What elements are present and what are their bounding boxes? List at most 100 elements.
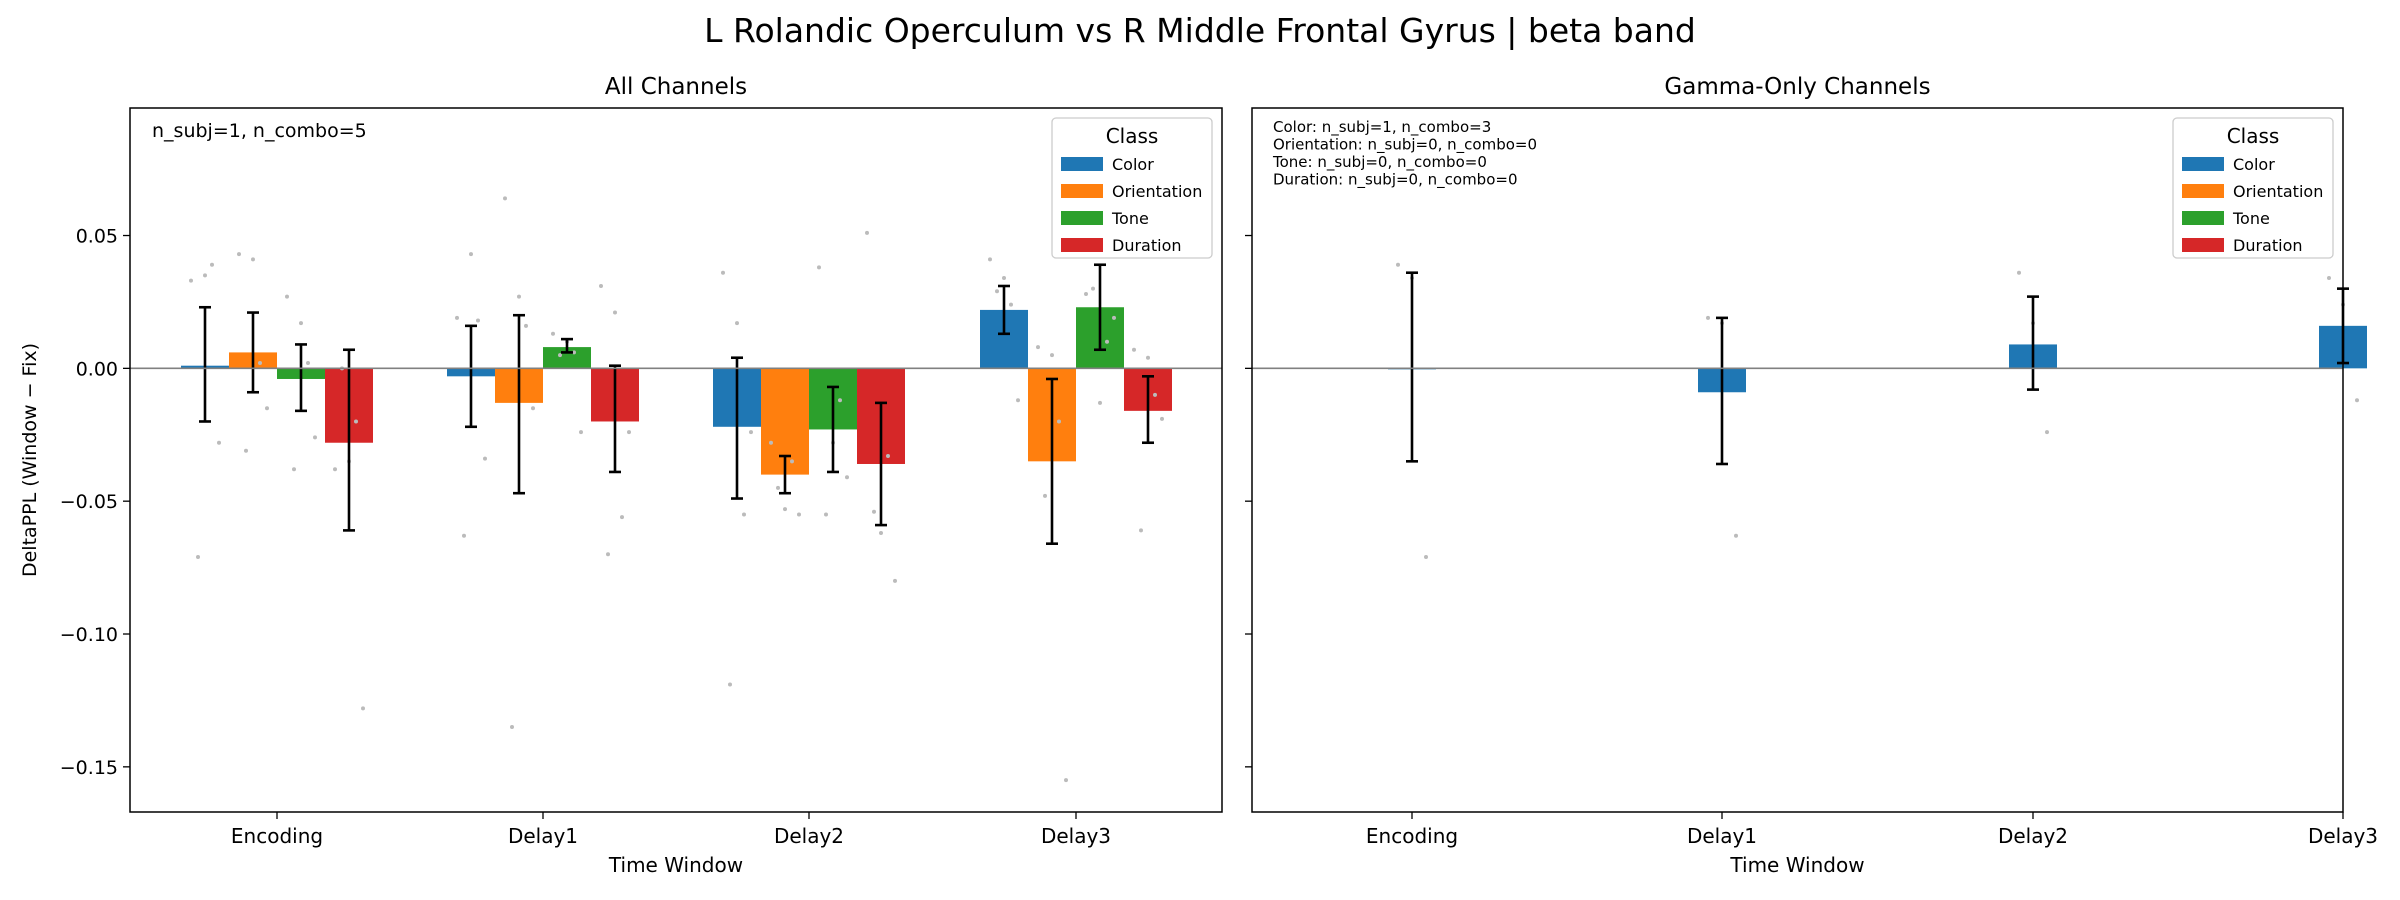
y-tick-label: −0.10: [60, 624, 118, 646]
data-point: [1424, 554, 1428, 559]
legend-swatch-color: [2182, 157, 2224, 171]
legend-label-orientation: Orientation: [1112, 182, 1202, 201]
panel-title: All Channels: [605, 74, 747, 100]
data-point: [469, 252, 473, 257]
data-point: [769, 440, 773, 445]
data-point: [299, 321, 303, 326]
legend-label-duration: Duration: [1112, 236, 1182, 255]
legend-label-color: Color: [1112, 155, 1154, 174]
legend-swatch-orientation: [2182, 184, 2224, 198]
data-point: [2327, 276, 2331, 281]
x-axis-label: Time Window: [1729, 853, 1864, 877]
data-point: [333, 467, 337, 472]
y-tick-label: 0.05: [76, 226, 118, 248]
data-point: [1002, 276, 1006, 281]
data-point: [728, 682, 732, 687]
chart-panel-1: All Channels 0.05 0.00 −0.05 −0.10 −0.15 Delta…: [19, 74, 1223, 877]
data-point: [1396, 262, 1400, 267]
data-point: [742, 512, 746, 517]
data-point: [1706, 315, 1710, 320]
data-point: [237, 252, 241, 257]
data-point: [517, 294, 521, 299]
x-axis-label: Time Window: [608, 853, 743, 877]
figure-suptitle: L Rolandic Operculum vs R Middle Frontal…: [704, 11, 1696, 50]
legend-swatch-orientation: [1061, 184, 1103, 198]
data-point: [824, 512, 828, 517]
data-point: [483, 456, 487, 461]
y-tick-label: −0.15: [60, 757, 118, 779]
x-tick-label: Delay1: [508, 824, 578, 848]
legend-title: Class: [1106, 124, 1159, 148]
data-point: [455, 315, 459, 320]
data-point: [886, 454, 890, 459]
data-point: [1160, 416, 1164, 421]
y-axis-label: DeltaPPL (Window − Fix): [19, 343, 41, 577]
data-point: [503, 196, 507, 201]
data-point: [749, 430, 753, 435]
axes-frame: [1251, 107, 2344, 813]
legend: Class Color Orientation Tone Duration: [1051, 117, 1213, 259]
x-tick-label: Delay2: [774, 824, 844, 848]
data-point: [306, 361, 310, 366]
data-point: [797, 512, 801, 517]
data-point: [196, 554, 200, 559]
data-point: [1016, 398, 1020, 403]
annotation-line: Color: n_subj=1, n_combo=3: [1273, 118, 1491, 137]
legend-swatch-tone: [1061, 211, 1103, 225]
data-point: [1098, 400, 1102, 405]
data-point: [531, 406, 535, 411]
x-tick-label: Encoding: [231, 824, 323, 848]
data-point: [2355, 398, 2359, 403]
axes-frame: [129, 107, 1223, 813]
data-point: [1009, 302, 1013, 307]
data-point: [721, 270, 725, 275]
data-point: [1105, 339, 1109, 344]
x-tick-label: Delay3: [1041, 824, 1111, 848]
annotation-text: n_subj=1, n_combo=5: [152, 120, 367, 142]
data-point: [817, 265, 821, 270]
data-point: [790, 459, 794, 464]
data-point: [1112, 315, 1116, 320]
data-point: [606, 552, 610, 557]
data-point: [579, 430, 583, 435]
panel-title: Gamma-Only Channels: [1664, 74, 1930, 100]
data-point: [361, 706, 365, 711]
data-point: [2045, 430, 2049, 435]
data-point: [285, 294, 289, 299]
x-tick-label: Delay1: [1687, 824, 1757, 848]
data-point: [551, 331, 555, 336]
legend-title: Class: [2227, 124, 2280, 148]
bar-tone-delay1: [543, 347, 591, 369]
data-point: [258, 361, 262, 366]
data-point: [217, 440, 221, 445]
data-point: [838, 398, 842, 403]
legend-swatch-duration: [1061, 238, 1103, 252]
data-point: [524, 323, 528, 328]
data-point: [1153, 392, 1157, 397]
data-point: [558, 353, 562, 358]
data-point: [893, 578, 897, 583]
data-point: [510, 724, 514, 729]
data-point: [1064, 778, 1068, 783]
data-point: [613, 310, 617, 315]
y-tick-label: 0.00: [76, 358, 118, 380]
data-point: [627, 430, 631, 435]
legend-swatch-color: [1061, 157, 1103, 171]
legend: Class Color Orientation Tone Duration: [2172, 117, 2334, 259]
data-point: [599, 283, 603, 288]
data-point: [1132, 347, 1136, 352]
legend-swatch-duration: [2182, 238, 2224, 252]
legend-label-tone: Tone: [1111, 209, 1149, 228]
data-point: [845, 475, 849, 480]
data-point: [735, 321, 739, 326]
data-point: [1734, 533, 1738, 538]
data-point: [1091, 286, 1095, 291]
annotation-line: Duration: n_subj=0, n_combo=0: [1273, 171, 1518, 190]
legend-swatch-tone: [2182, 211, 2224, 225]
data-point: [251, 257, 255, 262]
data-point: [354, 419, 358, 424]
annotation-line: Tone: n_subj=0, n_combo=0: [1272, 153, 1487, 172]
data-point: [244, 448, 248, 453]
data-point: [783, 507, 787, 512]
